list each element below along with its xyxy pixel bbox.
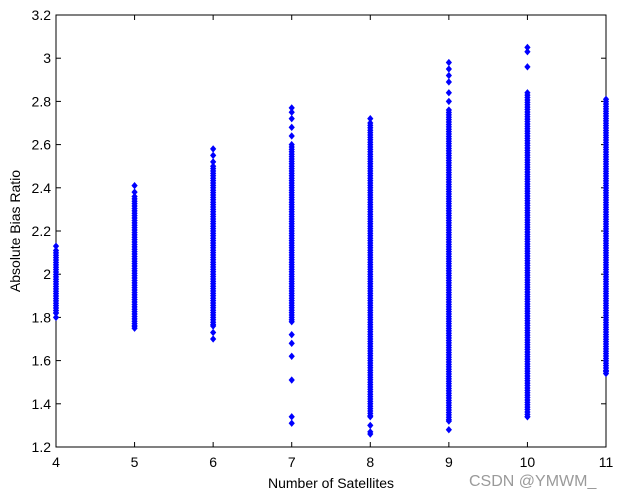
x-tick-label: 6 bbox=[209, 454, 217, 470]
y-tick-label: 1.4 bbox=[32, 396, 52, 412]
plot-area bbox=[55, 14, 607, 448]
y-tick-label: 2.8 bbox=[32, 93, 52, 109]
x-axis-title: Number of Satellites bbox=[268, 475, 394, 491]
data-point bbox=[288, 108, 295, 116]
data-point bbox=[210, 158, 217, 166]
data-points bbox=[52, 43, 610, 438]
data-point bbox=[288, 352, 295, 360]
data-point bbox=[288, 115, 295, 123]
y-tick-label: 2.4 bbox=[32, 180, 52, 196]
x-tick-label: 10 bbox=[520, 454, 536, 470]
y-tick-label: 1.8 bbox=[32, 309, 52, 325]
x-tick-label: 9 bbox=[445, 454, 453, 470]
data-point bbox=[52, 242, 60, 250]
data-point bbox=[367, 421, 374, 430]
data-point bbox=[524, 43, 531, 52]
y-tick-label: 3.2 bbox=[32, 7, 52, 23]
data-point bbox=[445, 71, 452, 80]
data-point bbox=[288, 376, 295, 384]
data-point bbox=[210, 328, 217, 337]
data-point bbox=[524, 48, 531, 56]
data-point bbox=[288, 132, 295, 140]
data-point bbox=[210, 145, 217, 153]
data-point bbox=[445, 97, 452, 106]
x-axis-ticks: 4 5 6 7 8 9 10 11 bbox=[52, 15, 613, 470]
data-point bbox=[445, 78, 452, 86]
data-point bbox=[131, 324, 138, 332]
data-point bbox=[210, 151, 217, 160]
y-tick-label: 2.6 bbox=[32, 137, 52, 153]
x-tick-label: 5 bbox=[131, 454, 139, 470]
data-point bbox=[445, 417, 452, 425]
data-point bbox=[445, 65, 452, 73]
x-tick-label: 4 bbox=[52, 454, 60, 470]
y-tick-label: 2.2 bbox=[32, 223, 52, 239]
data-point bbox=[445, 426, 452, 434]
data-point bbox=[524, 63, 531, 71]
data-point bbox=[445, 89, 452, 97]
y-axis-title: Absolute Bias Ratio bbox=[7, 170, 23, 292]
data-point bbox=[367, 428, 374, 436]
data-point bbox=[288, 104, 295, 112]
y-axis-ticks: 1.2 1.4 1.6 1.8 2 2.2 2.4 2.6 2.8 3 3.2 bbox=[32, 7, 606, 455]
y-tick-label: 2 bbox=[43, 266, 51, 282]
data-point bbox=[52, 313, 60, 322]
data-point bbox=[288, 318, 295, 326]
data-point bbox=[288, 339, 295, 347]
watermark-text: CSDN @YMWM_ bbox=[469, 473, 597, 490]
data-point bbox=[288, 331, 295, 339]
data-point bbox=[131, 188, 138, 196]
data-point bbox=[288, 419, 295, 427]
x-tick-label: 8 bbox=[366, 454, 374, 470]
data-point bbox=[288, 413, 295, 421]
y-tick-label: 1.6 bbox=[32, 353, 52, 369]
data-point bbox=[210, 335, 217, 343]
data-point bbox=[445, 58, 452, 67]
x-tick-label: 7 bbox=[288, 454, 296, 470]
y-tick-label: 1.2 bbox=[32, 439, 52, 455]
data-point bbox=[367, 115, 374, 123]
data-point bbox=[367, 413, 374, 421]
data-point bbox=[288, 123, 295, 131]
data-point bbox=[602, 369, 610, 378]
x-tick-label: 11 bbox=[599, 454, 614, 470]
data-point bbox=[131, 181, 138, 190]
y-tick-label: 3 bbox=[43, 50, 51, 66]
data-point bbox=[524, 413, 531, 421]
